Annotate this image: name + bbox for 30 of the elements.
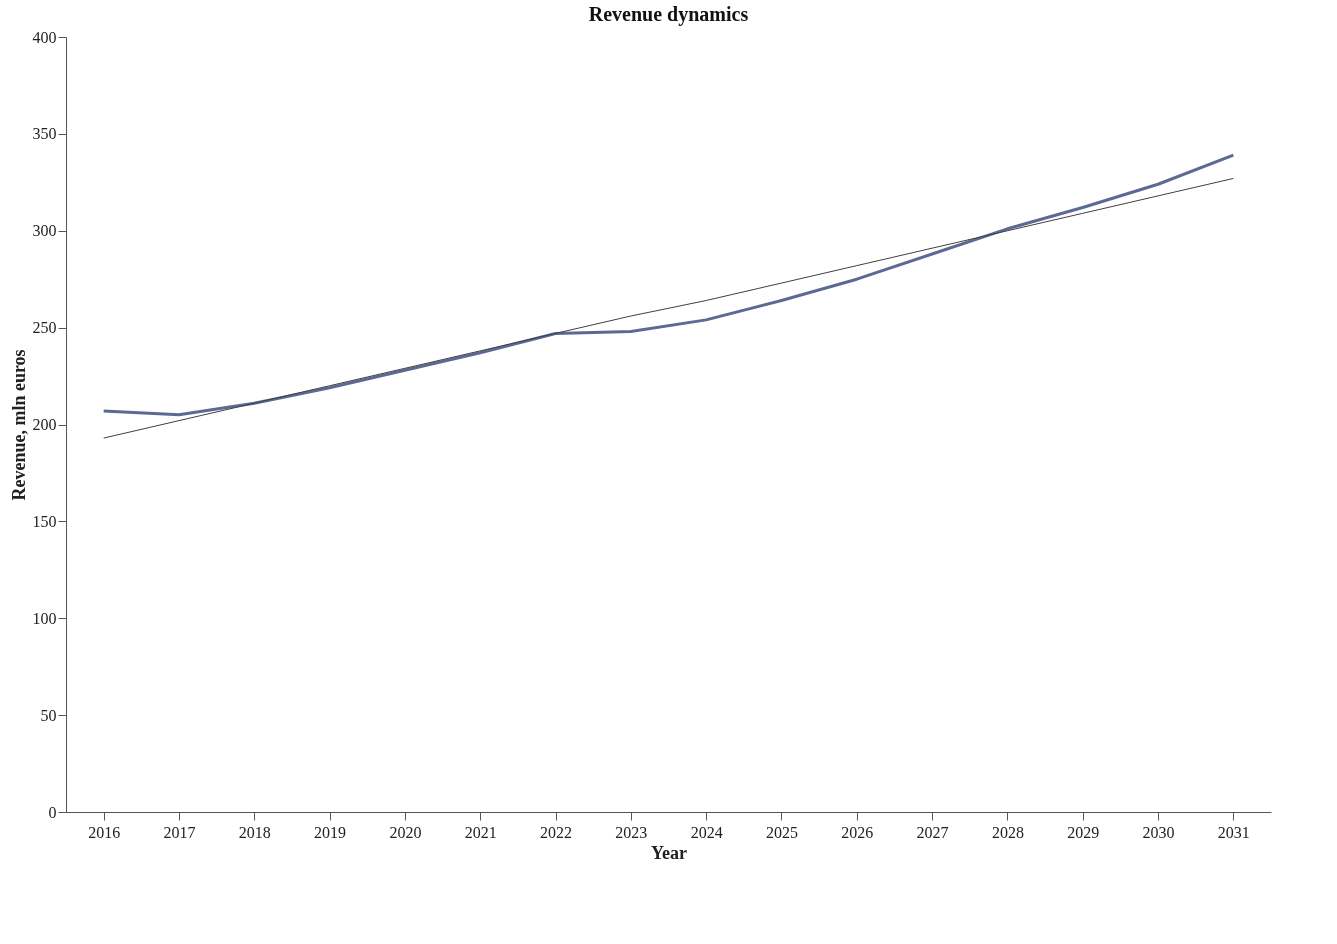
x-tick-label: 2030 [1142, 823, 1175, 841]
y-tick-label: 250 [32, 319, 57, 337]
y-tick-label: 400 [32, 28, 57, 46]
y-tick-label: 200 [32, 416, 57, 433]
x-tick-label: 2017 [163, 823, 196, 841]
x-tick-label: 2031 [1217, 823, 1250, 841]
x-tick-label: 2025 [765, 823, 798, 841]
y-tick-label: 0 [48, 803, 57, 821]
y-axis-title: Revenue, mln euros [8, 349, 29, 501]
x-tick-label: 2021 [464, 823, 497, 841]
x-tick-label: 2022 [540, 823, 573, 841]
x-tick-label: 2027 [916, 823, 949, 841]
x-tick-label: 2023 [615, 823, 648, 841]
x-tick-label: 2019 [314, 823, 347, 841]
chart-title: Revenue dynamics [588, 3, 749, 26]
x-tick-label: 2028 [991, 823, 1024, 841]
y-tick-label: 150 [32, 512, 57, 530]
y-tick-label: 300 [32, 222, 57, 240]
x-tick-label: 2018 [238, 823, 271, 841]
x-axis-title: Year [651, 842, 687, 863]
x-tick-label: 2029 [1067, 823, 1100, 841]
line-series [102, 153, 1235, 417]
y-tick-label: 350 [32, 125, 57, 143]
line-series [103, 177, 1234, 439]
x-tick-label: 2026 [841, 823, 874, 841]
y-tick-label: 100 [32, 609, 57, 627]
x-tick-label: 2016 [88, 823, 121, 841]
x-tick-label: 2020 [389, 823, 422, 841]
x-tick-label: 2024 [690, 823, 723, 841]
y-tick-label: 50 [40, 706, 57, 724]
